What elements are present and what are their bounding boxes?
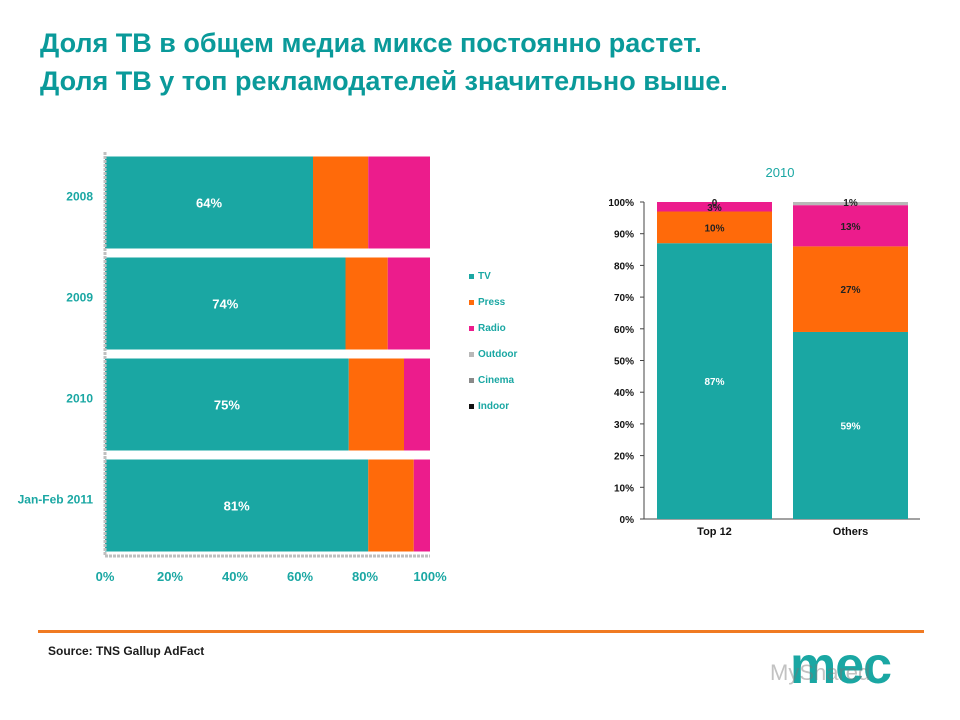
bar-radio-2 [404, 358, 430, 451]
col-press-1 [793, 246, 908, 332]
y-tick-label-5: 50% [614, 357, 634, 368]
legend-swatch-press [469, 300, 474, 305]
category-label-1: 2009 [66, 291, 93, 305]
bar-radio-0 [368, 156, 430, 249]
data-label-tv-0: 64% [196, 196, 222, 211]
y-tick-label-10: 100% [608, 198, 634, 209]
title-line-2: Доля ТВ у топ рекламодателей значительно… [40, 66, 728, 96]
col-tv-0 [657, 243, 772, 519]
col-category-label-1: Others [833, 526, 868, 538]
page-title: Доля ТВ в общем медиа миксе постоянно ра… [40, 24, 920, 100]
bar-tv-0 [105, 156, 313, 249]
mec-logo: mec [790, 637, 892, 695]
x-tick-label-0: 0% [96, 569, 115, 584]
col-tv-1 [793, 331, 908, 519]
y-tick-label-0: 0% [620, 515, 635, 526]
bar-radio-3 [413, 459, 430, 552]
x-tick-label-1: 20% [157, 569, 183, 584]
legend-swatch-outdoor [469, 352, 474, 357]
col-radio-0 [657, 202, 772, 212]
col-label-tv-1: 59% [840, 421, 860, 432]
x-tick-label-5: 100% [413, 569, 447, 584]
legend-label-tv: TV [478, 271, 491, 282]
x-tick-label-3: 60% [287, 569, 313, 584]
col-press-0 [657, 211, 772, 244]
legend-label-radio: Radio [478, 323, 506, 334]
col-category-label-0: Top 12 [697, 526, 732, 538]
col-label-press-1: 27% [840, 285, 860, 296]
legend-swatch-cinema [469, 378, 474, 383]
col-label-outdoor-0: 0 [712, 198, 718, 209]
y-tick-label-9: 90% [614, 230, 634, 241]
legend-label-cinema: Cinema [478, 375, 515, 386]
bar-tv-1 [105, 257, 346, 350]
y-tick-label-4: 40% [614, 388, 634, 399]
bar-radio-1 [387, 257, 430, 350]
legend-swatch-radio [469, 326, 474, 331]
legend-label-press: Press [478, 297, 506, 308]
footer-divider [38, 630, 924, 633]
source-note: Source: TNS Gallup AdFact [48, 644, 205, 658]
bar-tv-3 [105, 459, 369, 552]
category-label-0: 2008 [66, 190, 93, 204]
y-tick-label-7: 70% [614, 293, 634, 304]
category-label-3: Jan-Feb 2011 [18, 493, 94, 507]
y-tick-label-1: 10% [614, 483, 634, 494]
y-tick-label-2: 20% [614, 452, 634, 463]
data-label-tv-3: 81% [224, 499, 250, 514]
bar-press-1 [345, 257, 388, 350]
data-label-tv-2: 75% [214, 398, 240, 413]
category-label-2: 2010 [66, 392, 93, 406]
col-label-outdoor-1: 1% [843, 198, 858, 209]
col-outdoor-1 [793, 202, 908, 206]
x-tick-label-4: 80% [352, 569, 378, 584]
chart-2010-title: 2010 [766, 165, 795, 180]
bar-press-3 [368, 459, 414, 552]
col-label-tv-0: 87% [704, 377, 724, 388]
y-tick-label-6: 60% [614, 325, 634, 336]
bar-press-0 [313, 156, 369, 249]
data-label-tv-1: 74% [212, 297, 238, 312]
col-radio-1 [793, 205, 908, 247]
title-line-1: Доля ТВ в общем медиа миксе постоянно ра… [40, 28, 702, 58]
col-label-radio-1: 13% [840, 222, 860, 233]
y-tick-label-3: 30% [614, 420, 634, 431]
legend-label-indoor: Indoor [478, 401, 509, 412]
legend-swatch-indoor [469, 404, 474, 409]
col-label-press-0: 10% [704, 223, 724, 234]
y-tick-label-8: 80% [614, 261, 634, 272]
bar-tv-2 [105, 358, 349, 451]
col-label-radio-0: 3% [707, 203, 722, 214]
watermark: MyShared [770, 660, 871, 685]
legend-swatch-tv [469, 274, 474, 279]
x-tick-label-2: 40% [222, 569, 248, 584]
legend-label-outdoor: Outdoor [478, 349, 518, 360]
bar-press-2 [348, 358, 404, 451]
